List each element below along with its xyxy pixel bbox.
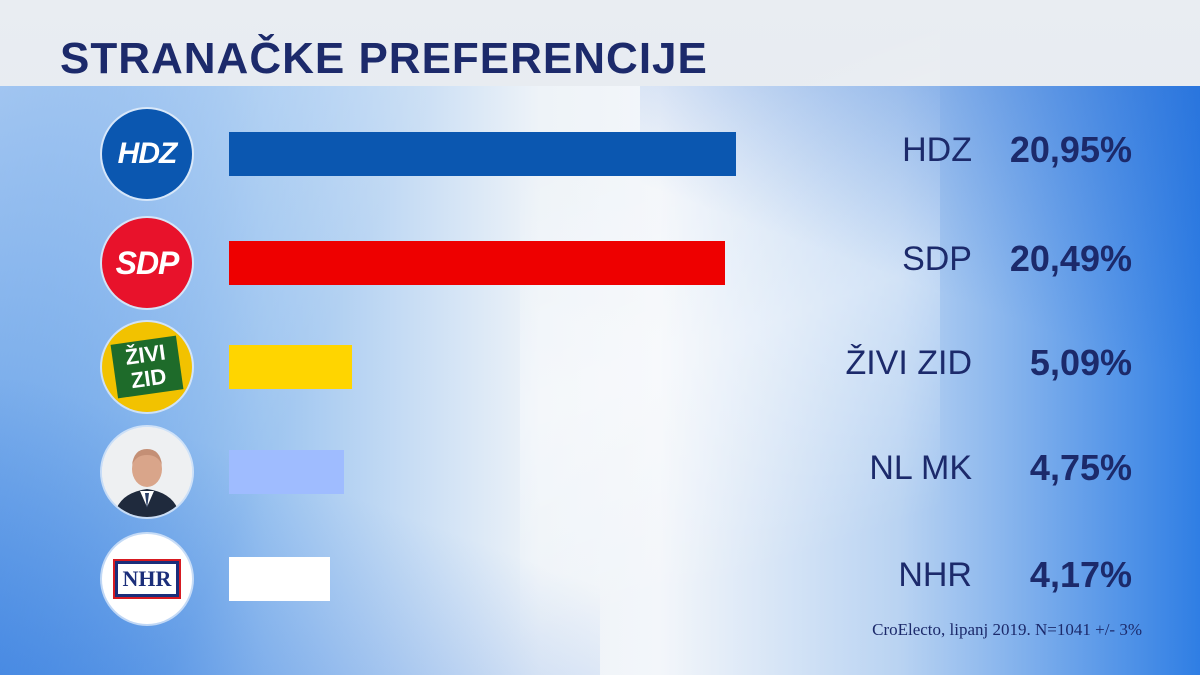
- category-label-nl-mk: NL MK: [869, 449, 972, 487]
- category-label-hdz: HDZ: [902, 131, 972, 169]
- value-label-nl-mk: 4,75%: [1029, 447, 1132, 488]
- bar-hdz: [229, 132, 736, 176]
- bar-nl-mk: [229, 450, 344, 494]
- bar-zivi-zid: [229, 345, 352, 389]
- nhr-logo-frame: NHR: [114, 561, 180, 597]
- category-label-nhr: NHR: [898, 556, 972, 594]
- sdp-logo: SDP: [102, 218, 192, 308]
- bar-row-nl-mk: NL MK 4,75%: [0, 427, 1200, 517]
- bar-nhr: [229, 557, 330, 601]
- bar-row-nhr: NHR NHR 4,17%: [0, 534, 1200, 624]
- zivi-zid-logo-line2: ZID: [129, 363, 168, 394]
- nhr-logo: NHR: [102, 534, 192, 624]
- bar-row-zivi-zid: ŽIVI ZID ŽIVI ZID 5,09%: [0, 322, 1200, 412]
- bar-sdp: [229, 241, 725, 285]
- portrait-icon: [102, 427, 192, 517]
- bar-row-hdz: HDZ HDZ 20,95%: [0, 109, 1200, 199]
- zivi-zid-logo: ŽIVI ZID: [102, 322, 192, 412]
- chart-title: STRANAČKE PREFERENCIJE: [60, 34, 708, 83]
- value-label-nhr: 4,17%: [1029, 554, 1132, 595]
- hdz-logo: HDZ: [102, 109, 192, 199]
- hdz-logo-text: HDZ: [117, 137, 178, 170]
- category-label-zivi-zid: ŽIVI ZID: [845, 344, 972, 382]
- value-label-sdp: 20,49%: [1009, 238, 1132, 279]
- background-panel: [0, 86, 1200, 675]
- category-label-sdp: SDP: [902, 240, 972, 278]
- zivi-zid-logo-badge: ŽIVI ZID: [110, 335, 184, 399]
- sdp-logo-text: SDP: [115, 244, 180, 281]
- value-label-hdz: 20,95%: [1009, 129, 1132, 170]
- source-note: CroElecto, lipanj 2019. N=1041 +/- 3%: [872, 620, 1142, 639]
- bar-row-sdp: SDP SDP 20,49%: [0, 218, 1200, 308]
- nhr-logo-text: NHR: [122, 566, 172, 591]
- value-label-zivi-zid: 5,09%: [1029, 342, 1132, 383]
- nl-mk-portrait: [102, 427, 192, 517]
